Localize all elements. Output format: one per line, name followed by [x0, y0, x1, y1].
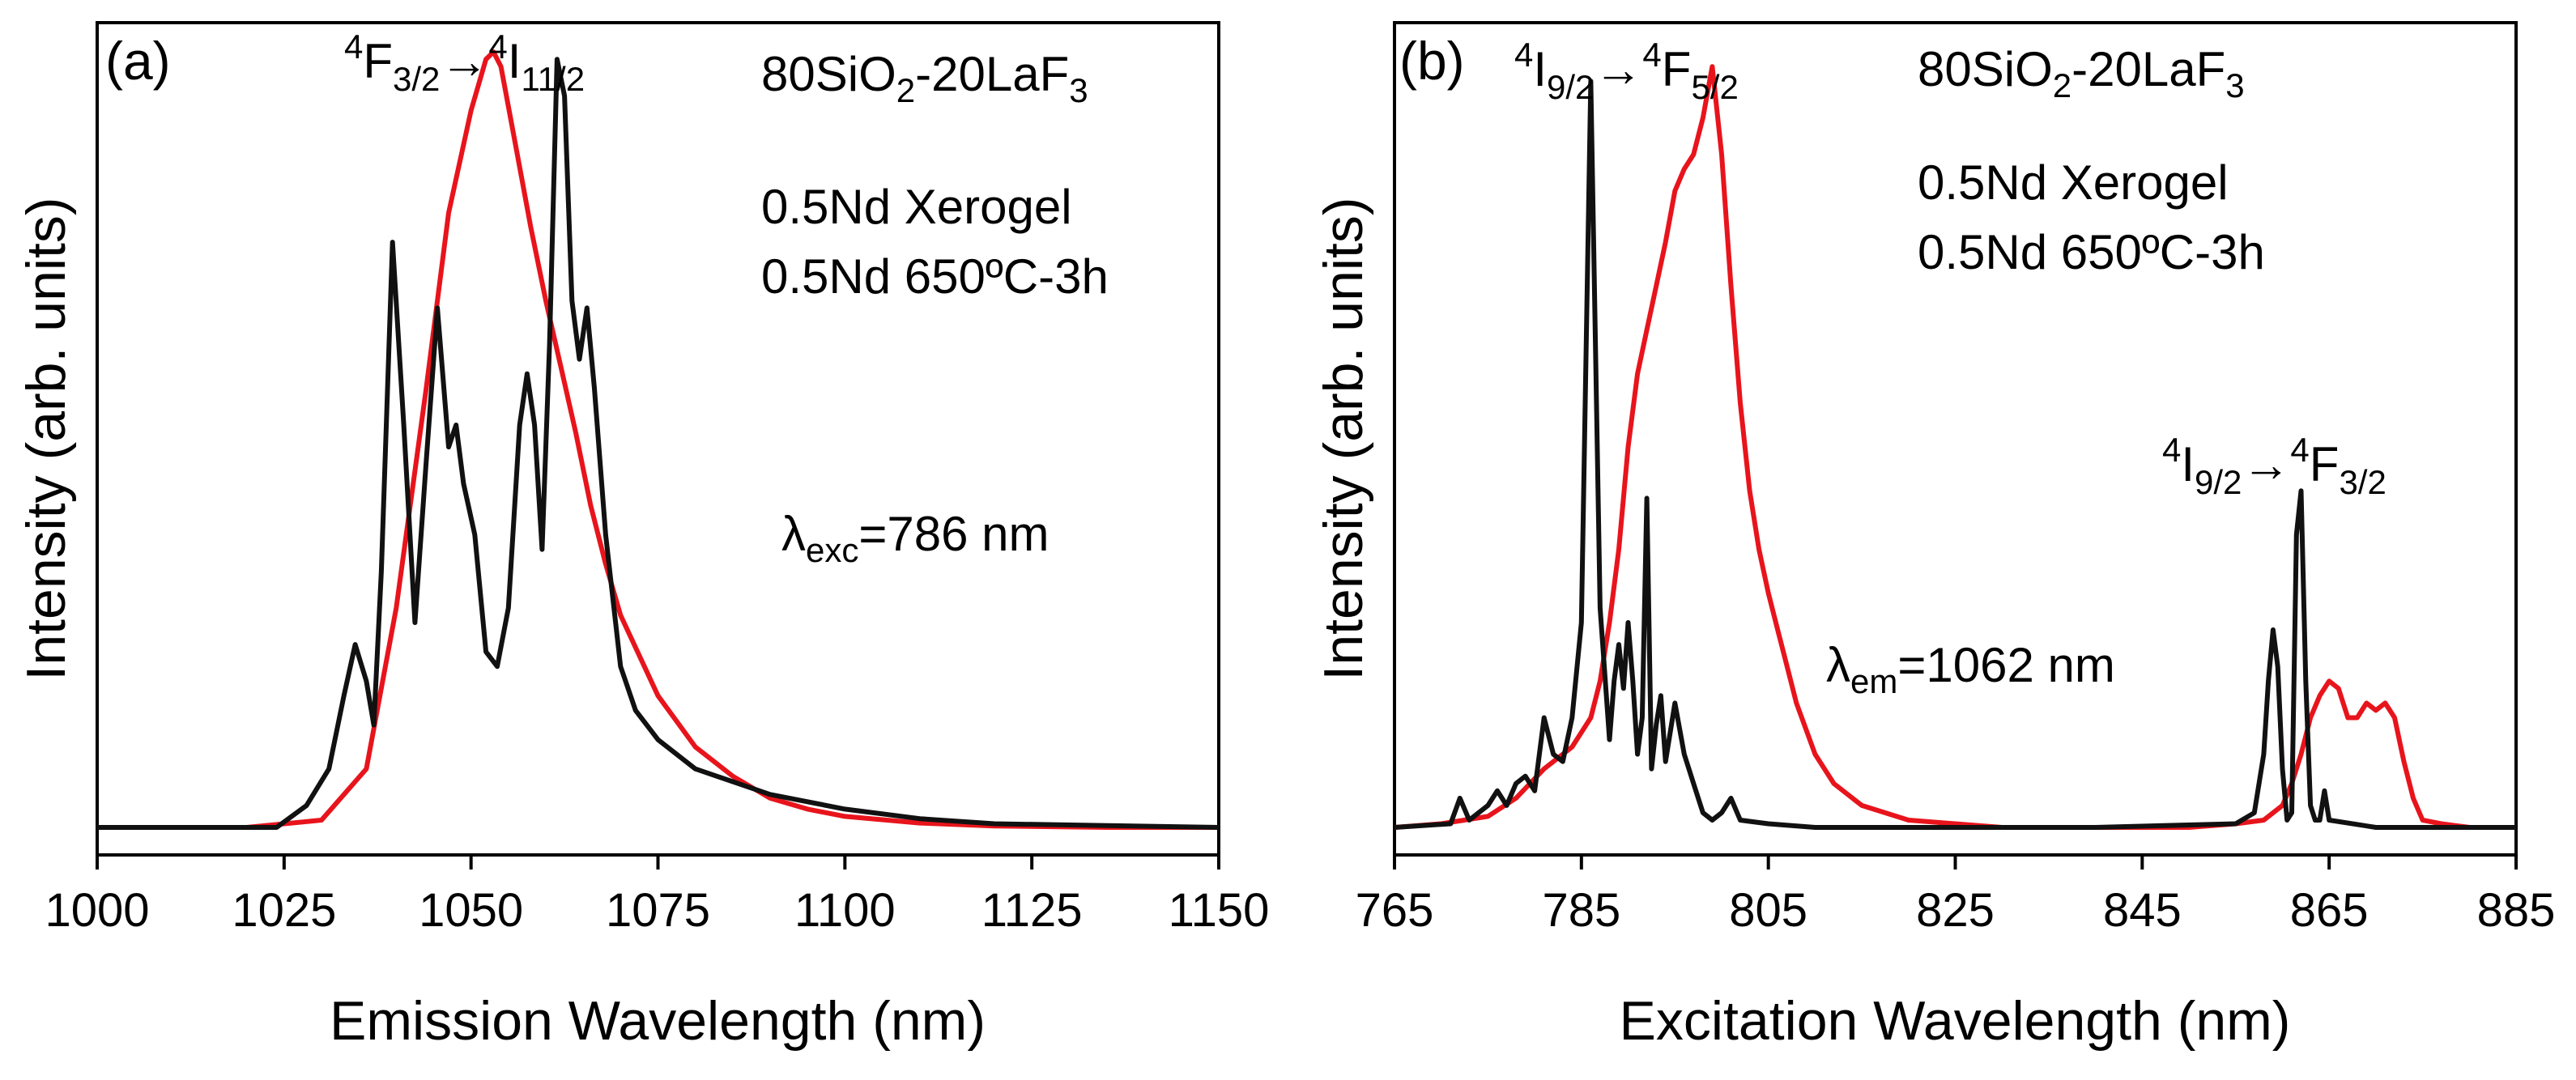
panel-b-series-xerogel-line: [1394, 64, 2516, 830]
panel-a-y-axis-title: Intensity (arb. units): [15, 197, 77, 680]
panel-a-x-tick-label-1075: 1075: [606, 884, 710, 937]
panel-a-x-tick-label-1150: 1150: [1169, 884, 1270, 937]
panel-b-composition: 80SiO2-20LaF3: [1918, 42, 2245, 104]
panel-b-x-tick-label-805: 805: [1729, 884, 1807, 937]
panel-a-legend-xerogel: 0.5Nd Xerogel: [761, 180, 1072, 234]
panel-b: 765 785 805 825 845 865 885 (b) 4I9/2→4F5/2 80…: [1313, 21, 2556, 1052]
panel-a-series-xerogel-line: [97, 49, 1219, 830]
panel-a-x-tick-label-1125: 1125: [981, 884, 1083, 937]
panel-a-tick-layer: 1000 1025 1050 1075 1100 1125 1150: [45, 855, 1269, 937]
panel-b-series-layer: [1394, 64, 2516, 830]
panel-b-transition-label-1: 4I9/2→4F5/2: [1514, 36, 1739, 106]
panel-b-label: (b): [1399, 31, 1465, 91]
panel-a-series-650c-line: [97, 57, 1220, 830]
panel-b-x-axis-title: Excitation Wavelength (nm): [1620, 990, 2291, 1052]
panel-a-x-tick-label-1025: 1025: [232, 884, 336, 937]
panel-b-x-tick-label-785: 785: [1542, 884, 1620, 937]
panel-b-series-650c-line: [1394, 79, 2516, 830]
panel-b-x-tick-label-825: 825: [1916, 884, 1995, 937]
panel-b-y-axis-title: Intensity (arb. units): [1313, 197, 1374, 680]
panel-a-x-tick-label-1050: 1050: [419, 884, 523, 937]
panel-b-frame: [1393, 21, 2518, 857]
panel-b-emission-label: λem=1062 nm: [1826, 638, 2115, 700]
panel-b-x-tick-label-865: 865: [2290, 884, 2369, 937]
panel-a-x-tick-label-1100: 1100: [794, 884, 896, 937]
panel-a-transition-label: 4F3/2→4I11/2: [344, 28, 585, 98]
panel-a-excitation-label: λexc=786 nm: [781, 507, 1050, 569]
panel-a-label: (a): [105, 31, 171, 91]
panel-a-x-tick-label-1000: 1000: [45, 884, 149, 937]
panel-b-x-tick-label-845: 845: [2103, 884, 2182, 937]
panel-a-x-axis-title: Emission Wavelength (nm): [330, 990, 986, 1052]
panel-b-tick-layer: 765 785 805 825 845 865 885: [1356, 855, 2556, 937]
panel-a-composition: 80SiO2-20LaF3: [761, 47, 1088, 109]
panel-b-x-tick-label-765: 765: [1356, 884, 1434, 937]
panel-b-x-tick-label-885: 885: [2477, 884, 2556, 937]
panel-b-legend-650c: 0.5Nd 650ºC-3h: [1918, 225, 2265, 279]
panel-a: 1000 1025 1050 1075 1100 1125 1150 (a) 4F3/2→4…: [15, 21, 1269, 1052]
panel-b-legend-xerogel: 0.5Nd Xerogel: [1918, 155, 2229, 210]
panel-a-legend-650c: 0.5Nd 650ºC-3h: [761, 249, 1109, 304]
panel-b-transition-label-2: 4I9/2→4F3/2: [2162, 431, 2387, 501]
panel-a-frame: [96, 21, 1220, 857]
panel-a-series-layer: [97, 49, 1220, 830]
